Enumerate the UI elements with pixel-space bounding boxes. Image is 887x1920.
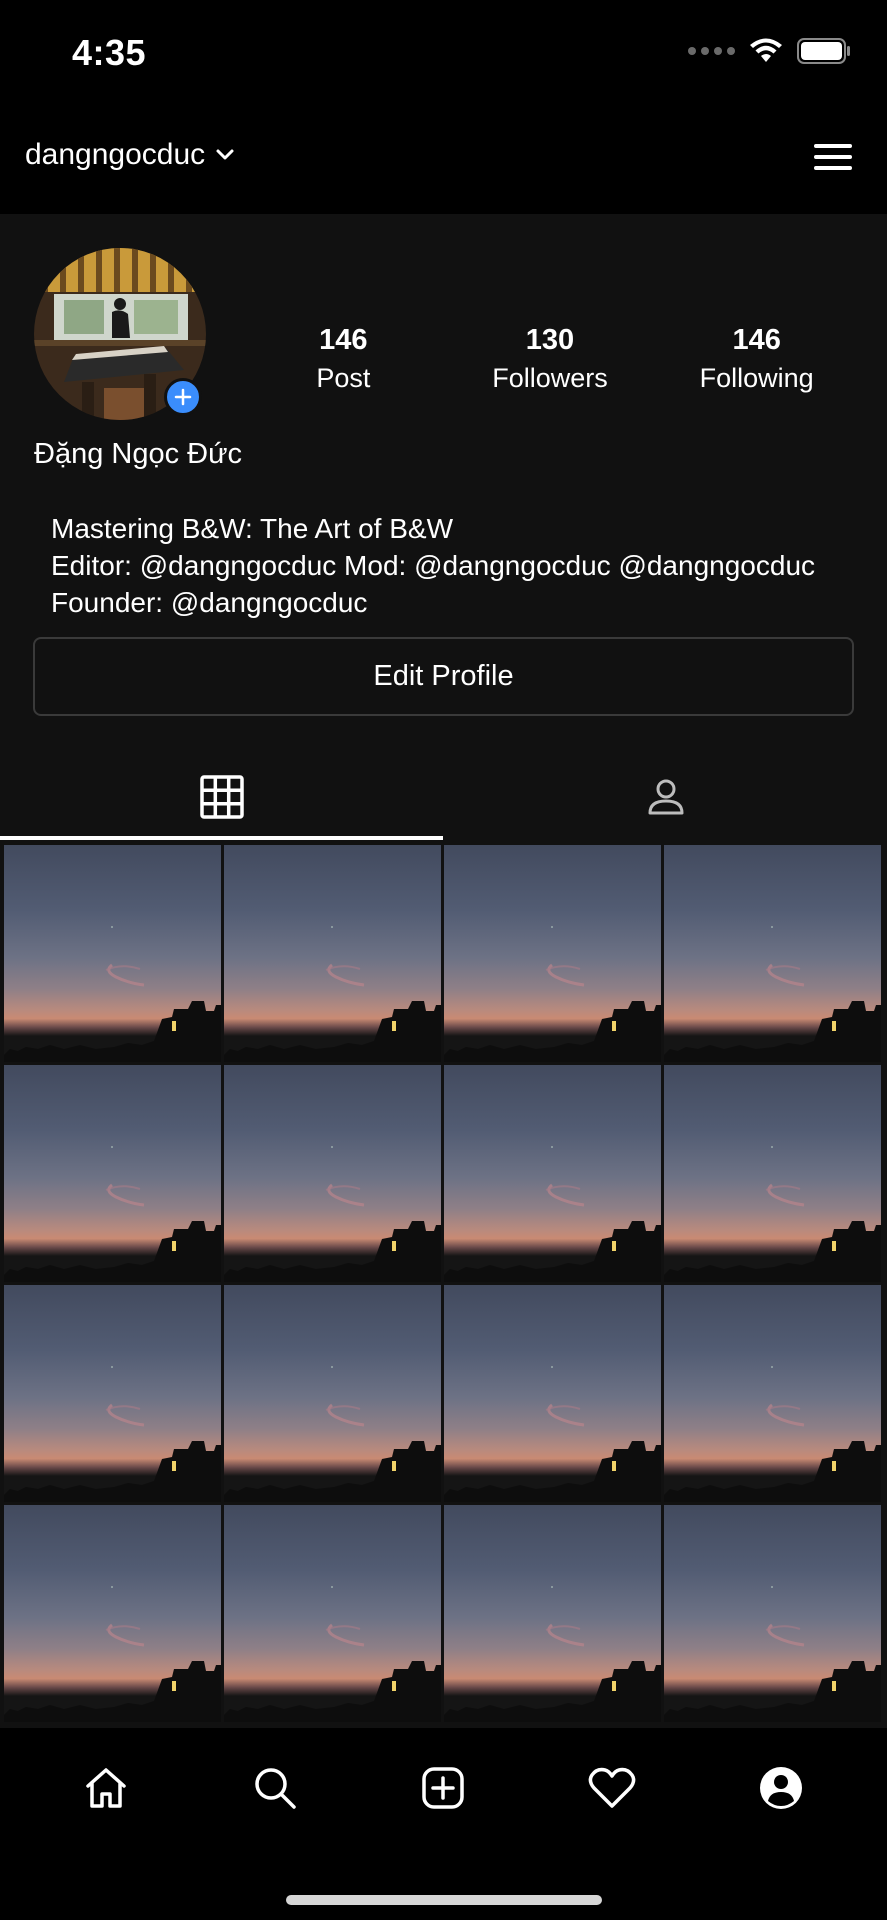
stat-following[interactable]: 146 Following [667,324,847,394]
profile-tabs [0,754,887,840]
photo-grid [0,842,887,1728]
stat-value: 146 [319,324,368,356]
plus-icon [174,388,192,406]
status-bar: 4:35 [0,0,887,108]
bio-line: Editor: @dangngocduc Mod: @dangngocduc @… [51,550,816,581]
photo-thumbnail[interactable] [664,1285,881,1502]
battery-icon [797,38,850,64]
profile-stats: 146 Post 130 Followers 146 Following [240,324,860,394]
photo-thumbnail[interactable] [224,1505,441,1722]
photo-thumbnail[interactable] [224,845,441,1062]
grid-icon [199,775,244,819]
person-tag-icon [648,779,683,815]
active-tab-indicator [0,836,443,840]
photo-thumbnail[interactable] [444,1505,661,1722]
stat-value: 146 [732,324,781,356]
photo-thumbnail[interactable] [4,845,221,1062]
cellular-signal-icon [688,47,735,55]
tab-new-post[interactable] [413,1758,473,1818]
display-name: Đặng Ngọc Đức [34,438,242,470]
tab-search[interactable] [245,1758,305,1818]
stat-label: Following [699,363,814,393]
tab-profile[interactable] [751,1758,811,1818]
photo-thumbnail[interactable] [4,1505,221,1722]
bio: Mastering B&W: The Art of B&W Editor: @d… [51,510,815,621]
home-indicator [286,1895,602,1905]
tab-tagged[interactable] [444,754,887,840]
bio-line: Founder: @dangngocduc [51,587,368,618]
photo-thumbnail[interactable] [224,1285,441,1502]
photo-thumbnail[interactable] [224,1065,441,1282]
bottom-tab-bar [0,1728,887,1920]
photo-thumbnail[interactable] [664,845,881,1062]
photo-thumbnail[interactable] [444,845,661,1062]
wifi-icon [750,38,782,62]
photo-thumbnail[interactable] [664,1505,881,1722]
home-icon [86,1768,127,1808]
add-post-icon [422,1767,465,1809]
tab-home[interactable] [76,1758,136,1818]
photo-thumbnail[interactable] [4,1065,221,1282]
tab-activity[interactable] [582,1758,642,1818]
stat-label: Post [316,363,371,393]
photo-thumbnail[interactable] [444,1285,661,1502]
edit-profile-button[interactable]: Edit Profile [33,637,854,716]
add-story-button[interactable] [164,378,202,416]
profile-icon [759,1767,802,1809]
stat-value: 130 [525,324,575,356]
search-icon [255,1768,296,1809]
status-time: 4:35 [72,32,147,73]
stat-posts[interactable]: 146 Post [253,324,433,394]
heart-icon [588,1767,636,1808]
status-icons [688,38,851,64]
account-switcher[interactable]: dangngocduc [25,138,235,172]
stat-label: Followers [492,363,608,393]
photo-thumbnail[interactable] [4,1285,221,1502]
photo-thumbnail[interactable] [664,1065,881,1282]
username-label: dangngocduc [25,138,206,171]
profile-header: dangngocduc [0,108,887,214]
stat-followers[interactable]: 130 Followers [460,324,640,394]
menu-icon[interactable] [813,138,853,178]
tab-posts-grid[interactable] [0,754,443,840]
bio-line: Mastering B&W: The Art of B&W [51,513,453,544]
chevron-down-icon [216,149,234,160]
photo-thumbnail[interactable] [444,1065,661,1282]
profile-section: 146 Post 130 Followers 146 Following Đặn… [0,214,887,842]
